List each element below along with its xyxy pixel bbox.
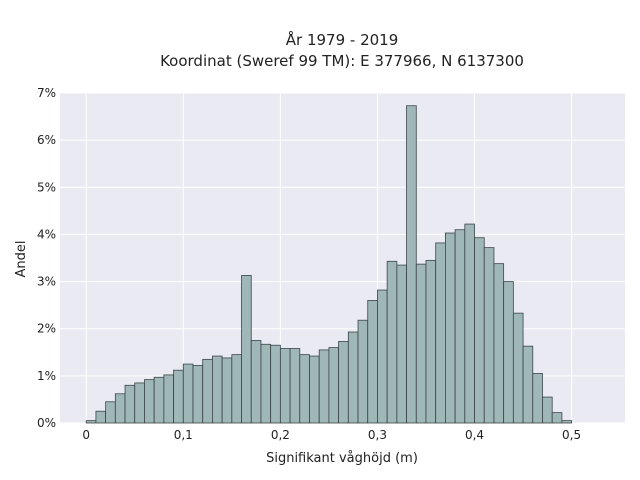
grid-lines [60, 92, 625, 424]
y-tick-label: 2% [37, 322, 56, 336]
y-tick-label: 4% [37, 227, 56, 241]
histogram-bar [474, 237, 485, 424]
y-tick-label: 6% [37, 133, 56, 147]
x-tick-label: 0,5 [562, 428, 581, 442]
histogram-bar [328, 347, 340, 424]
histogram-bar [338, 341, 349, 424]
histogram-bar [124, 384, 136, 424]
chart-subtitle: Koordinat (Sweref 99 TM): E 377966, N 61… [160, 52, 524, 70]
histogram-bar [561, 420, 573, 424]
histogram-bar [512, 312, 524, 424]
histogram-bar [105, 401, 116, 424]
y-tick-label: 1% [37, 369, 56, 383]
x-axis-ticks: 0 0,1 0,2 0,3 0,4 0,5 [82, 428, 581, 442]
histogram-bar [182, 363, 194, 424]
histogram-bar [192, 365, 204, 424]
histogram-bar [483, 247, 495, 424]
histogram-bar [542, 396, 553, 424]
chart-title: År 1979 - 2019 [286, 30, 399, 49]
histogram-bar [279, 348, 291, 424]
histogram-bar [202, 358, 213, 424]
histogram-bar [493, 263, 505, 424]
histogram-bar [221, 357, 233, 424]
histogram-bar [231, 354, 242, 424]
histogram-bar [163, 374, 174, 424]
histogram-bar [532, 373, 543, 424]
histogram-bar [250, 340, 262, 424]
x-tick-label: 0,2 [271, 428, 290, 442]
x-tick-label: 0,3 [368, 428, 387, 442]
histogram-bar [318, 349, 330, 424]
histogram-bar [551, 412, 563, 424]
y-axis-ticks: 0% 1% 2% 3% 4% 5% 6% 7% [37, 86, 56, 430]
histogram-bar [153, 376, 165, 424]
histogram-bar [396, 264, 407, 424]
histogram-bar [445, 232, 456, 424]
x-tick-label: 0,4 [465, 428, 484, 442]
histogram-bar [357, 319, 369, 424]
histogram-bar [425, 259, 437, 424]
histogram-bar [347, 331, 359, 424]
histogram-bar [522, 345, 534, 424]
histogram-bar [386, 260, 398, 424]
histogram-bar [454, 229, 466, 424]
histogram-bar [367, 300, 378, 424]
histogram-bar [270, 344, 281, 424]
histogram-bar [95, 410, 107, 424]
y-tick-label: 0% [37, 416, 56, 430]
histogram-bar [241, 275, 252, 424]
histogram-bar [85, 420, 97, 424]
histogram-bar [464, 223, 475, 424]
histogram-bar [309, 355, 320, 424]
histogram-bar [435, 242, 446, 424]
y-axis-label: Andel [14, 241, 29, 278]
histogram-bar [144, 379, 155, 424]
x-tick-label: 0,1 [174, 428, 193, 442]
histogram-bar [134, 382, 145, 424]
histogram-bar [212, 355, 223, 424]
y-tick-label: 5% [37, 180, 56, 194]
histogram-bar [406, 105, 417, 424]
histogram-bar [415, 263, 427, 424]
histogram-bar [503, 281, 514, 424]
histogram-bar [299, 354, 310, 424]
histogram-bar [114, 393, 126, 424]
histogram-bars [85, 105, 573, 424]
histogram-bar [289, 348, 301, 424]
y-tick-label: 7% [37, 86, 56, 100]
x-tick-label: 0 [82, 428, 90, 442]
x-axis-label: Signifikant våghöjd (m) [266, 451, 418, 466]
histogram-bar [173, 369, 184, 424]
y-tick-label: 3% [37, 275, 56, 289]
histogram-bar [377, 289, 388, 424]
histogram-bar [260, 343, 272, 424]
